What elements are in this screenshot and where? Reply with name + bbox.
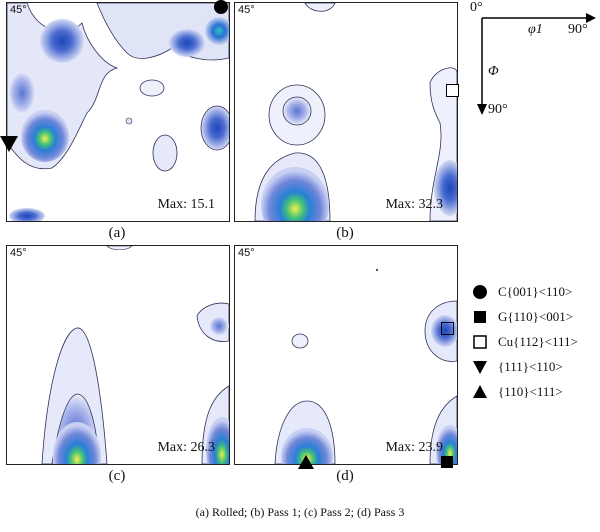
odf-panel-b: 45° Max: 32.3 — [234, 2, 458, 222]
legend-item-110-111: {110}<111> — [472, 382, 563, 402]
up-triangle-icon — [473, 385, 487, 398]
axis-origin-label: 0° — [470, 0, 483, 15]
euler-axes: 0° φ1 90° Φ 90° — [470, 0, 600, 120]
legend-item-c: C{001}<110> — [472, 282, 572, 302]
figure-caption: (a) Rolled; (b) Pass 1; (c) Pass 2; (d) … — [195, 505, 405, 519]
filled-circle-icon — [473, 285, 487, 299]
axis-Phi-label: Φ — [488, 64, 499, 79]
max-label-a: Max: 15.1 — [157, 197, 215, 212]
caption-c: (c) — [108, 468, 126, 484]
axes-arrows — [477, 13, 596, 115]
odf-map-b — [254, 3, 457, 221]
odf-panel-d: 45° Max: 23.9 — [234, 245, 458, 465]
legend-item-cu: Cu{112}<111> — [472, 332, 578, 352]
open-square-icon — [473, 335, 487, 349]
c-marker-a — [214, 0, 228, 14]
angle-label-d: 45° — [238, 247, 255, 259]
legend-label-g: G{110}<001> — [498, 309, 574, 324]
caption-d: (d) — [336, 468, 354, 484]
axis-phi1-label: φ1 — [528, 22, 543, 37]
axis-phi1-end-label: 90° — [568, 22, 588, 37]
angle-label-b: 45° — [238, 4, 255, 16]
g-marker-d — [441, 456, 453, 468]
caption-a: (a) — [108, 225, 126, 241]
odf-map-d — [274, 268, 457, 464]
caption-b: (b) — [336, 225, 354, 241]
max-label-b: Max: 32.3 — [385, 197, 443, 212]
odf-map-a — [7, 3, 229, 221]
odf-panel-c: 45° Max: 26.3 — [6, 245, 230, 465]
odf-map-c — [41, 246, 229, 464]
filled-square-icon — [474, 311, 486, 323]
max-label-c: Max: 26.3 — [157, 440, 215, 455]
legend-label-c: C{001}<110> — [498, 284, 573, 299]
angle-label-c: 45° — [10, 247, 27, 259]
angle-label-a: 45° — [10, 4, 27, 16]
max-label-d: Max: 23.9 — [385, 440, 443, 455]
cu-marker-d — [441, 322, 454, 335]
down-triangle-icon — [473, 361, 487, 374]
down-triangle-marker-a — [0, 136, 18, 152]
legend-item-111-110: {111}<110> — [472, 357, 563, 377]
axis-Phi-end-label: 90° — [488, 102, 508, 117]
legend-item-g: G{110}<001> — [472, 307, 573, 327]
cu-marker-b — [446, 84, 459, 97]
legend-label-cu: Cu{112}<111> — [498, 334, 578, 349]
legend-label-111-110: {111}<110> — [498, 359, 563, 374]
up-triangle-marker-d — [298, 455, 314, 469]
legend-label-110-111: {110}<111> — [498, 384, 563, 399]
odf-panel-a: 45° Max: 15.1 — [6, 2, 230, 222]
